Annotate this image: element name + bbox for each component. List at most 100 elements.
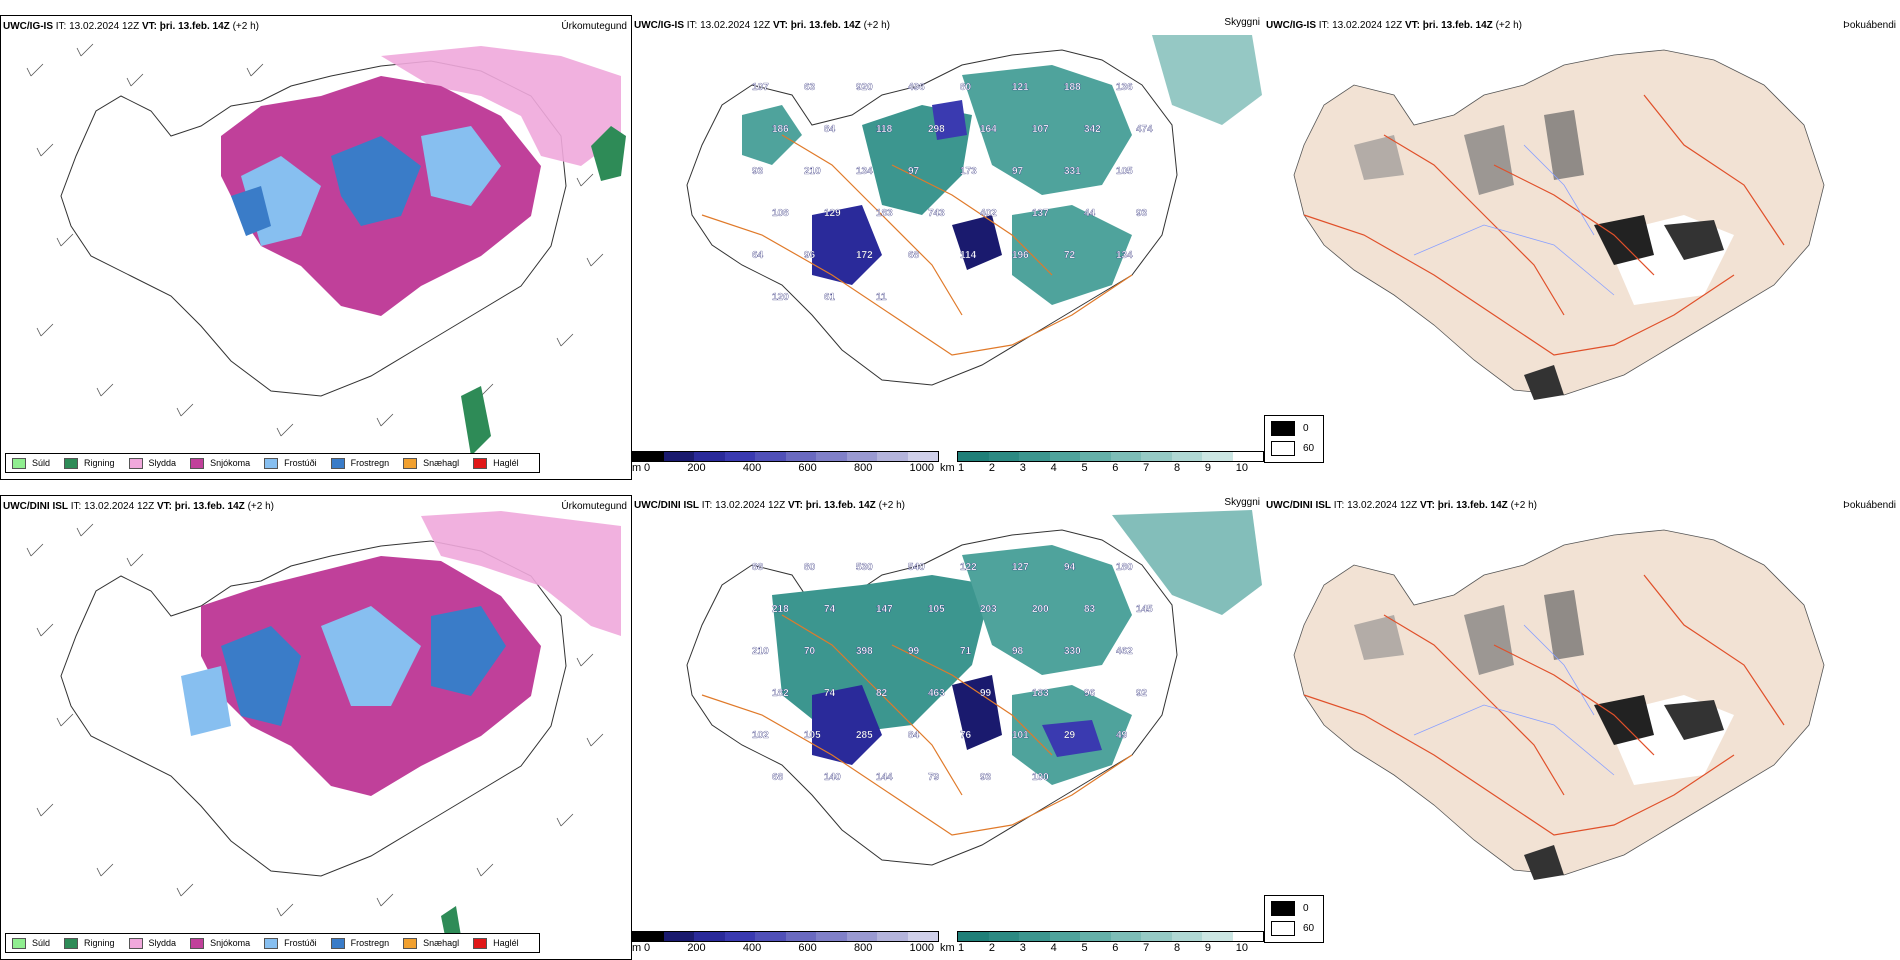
cloud-base-value: 101 [1012, 730, 1029, 741]
cloud-base-value: 68 [772, 772, 784, 783]
cloud-base-value: 920 [856, 82, 873, 93]
cloud-base-value: 180 [1116, 562, 1133, 573]
tick-label: 4 [1050, 462, 1057, 474]
tick-label: 6 [1112, 942, 1119, 954]
cloud-base-value: 107 [1032, 124, 1049, 135]
tick-label: 2 [988, 942, 995, 954]
cloud-base-value: 147 [876, 604, 893, 615]
cloud-base-value: 61 [824, 292, 836, 303]
cloud-base-value: 118 [876, 124, 893, 135]
cloud-base-value: 49 [1116, 730, 1128, 741]
fog-index-panel-1: UWC/IG-IS IT: 13.02.2024 12Z VT: þri. 13… [1264, 15, 1900, 480]
legend-swatch [12, 937, 26, 949]
cloud-base-value: 92 [1136, 688, 1148, 699]
colorbar-segment [1141, 452, 1172, 461]
colorbar-segment [663, 932, 694, 941]
cloud-base-value: 29 [1064, 730, 1076, 741]
cloud-base-value: 64 [752, 250, 764, 261]
colorbar-segment [958, 932, 989, 941]
fog-legend-label: 0 [1303, 903, 1309, 914]
cloud-base-value: 127 [1012, 562, 1029, 573]
tick-label: 8 [1174, 462, 1181, 474]
legend-label: Snæhagl [423, 458, 460, 468]
cloud-base-value: 200 [1032, 604, 1049, 615]
legend-swatch [128, 457, 143, 469]
colorbar-segment [988, 452, 1019, 461]
cloud-base-value: 540 [908, 562, 925, 573]
colorbar-segment [694, 932, 725, 941]
cloud-title-1: UWC/IG-IS IT: 13.02.2024 12Z VT: þri. 13… [634, 20, 890, 31]
cloud-base-value: 121 [1012, 82, 1029, 93]
cloud-base-value: 342 [1084, 124, 1101, 135]
tick-label: 8 [1174, 942, 1181, 954]
cloud-base-value: 183 [1032, 688, 1049, 699]
legend-label: Frostregn [350, 458, 390, 468]
legend-item: Slydda [128, 937, 177, 949]
colorbar-segment [1171, 932, 1202, 941]
legend-swatch [403, 937, 418, 949]
cloud-base-value: 122 [960, 562, 977, 573]
cloud-colorbars-2: m 0 200 400 600 800 1000 km 1 2 3 4 5 6 7 8 9 10 [632, 928, 1264, 960]
fog-swatch [1271, 421, 1295, 436]
legend-item: Súld [12, 937, 50, 949]
cloud-base-colorbar [632, 451, 939, 462]
fog-legend-1: 0 60 [1264, 415, 1324, 463]
colorbar-segment [816, 932, 847, 941]
colorbar-segment [1049, 452, 1080, 461]
colorbar-segment [724, 932, 755, 941]
precip-title-2: UWC/DINI ISL IT: 13.02.2024 12Z VT: þri.… [3, 501, 274, 512]
cloud-base-value: 44 [1084, 208, 1096, 219]
legend-label: Snæhagl [423, 938, 460, 948]
legend-swatch [190, 937, 205, 949]
legend-item: Rigning [64, 937, 115, 949]
tick-label: 9 [1204, 942, 1211, 954]
cloud-base-value: 496 [908, 82, 925, 93]
cloud-visibility-panel-2: UWC/DINI ISL IT: 13.02.2024 12Z VT: þri.… [632, 495, 1324, 960]
precip-map-2 [26, 511, 621, 941]
legend-swatch [403, 457, 418, 469]
cloud-base-value: 743 [928, 208, 945, 219]
cloud-base-value: 398 [856, 646, 873, 657]
cloud-base-value: 93 [752, 166, 764, 177]
panel-label-fog: Þokuábendi [1843, 20, 1896, 31]
tick-label: 0 [644, 942, 651, 954]
fog-legend-row: 60 [1271, 441, 1317, 456]
fog-legend-row: 0 [1271, 421, 1317, 436]
cloud-title-2: UWC/DINI ISL IT: 13.02.2024 12Z VT: þri.… [634, 500, 905, 511]
visibility-colorbar-2 [957, 931, 1264, 942]
tick-label: 0 [644, 462, 651, 474]
cloud-base-value: 183 [876, 208, 893, 219]
legend-label: Snjókoma [210, 458, 251, 468]
cloud-base-value: 108 [772, 208, 789, 219]
colorbar-segment [1080, 932, 1111, 941]
cloud-base-value: 80 [960, 82, 972, 93]
cloud-base-value: 188 [1064, 82, 1081, 93]
legend-label: Haglél [493, 458, 519, 468]
colorbar-segment [907, 932, 938, 941]
tick-label: 5 [1081, 462, 1088, 474]
cloud-base-value: 173 [960, 166, 977, 177]
cloud-base-value: 330 [1064, 646, 1081, 657]
tick-label: 5 [1081, 942, 1088, 954]
precip-map-1 [26, 43, 626, 456]
panel-label-precip: Úrkomutegund [561, 21, 627, 32]
cloud-base-value: 98 [1012, 646, 1024, 657]
cloud-visibility-panel-1: UWC/IG-IS IT: 13.02.2024 12Z VT: þri. 13… [632, 15, 1324, 480]
colorbar-segment [755, 452, 786, 461]
legend-item: Snjókoma [190, 937, 250, 949]
legend-label: Slydda [148, 938, 177, 948]
cloud-base-value: 285 [856, 730, 873, 741]
fog-map-1 [1293, 49, 1825, 400]
fog-legend-2: 0 60 [1264, 895, 1324, 943]
colorbar-segment [816, 452, 847, 461]
cloud-base-value: 145 [1136, 604, 1153, 615]
legend-swatch [190, 457, 205, 469]
legend-item: Frostúði [264, 937, 317, 949]
tick-label: 200 [687, 942, 706, 954]
tick-label: 1000 [909, 462, 934, 474]
tick-label: 2 [988, 462, 995, 474]
tick-label: 10 [1235, 462, 1248, 474]
tick-label: 3 [1019, 942, 1026, 954]
cloud-base-value: 203 [980, 604, 997, 615]
panel-label-cloud-2: Skyggni [1224, 497, 1260, 508]
